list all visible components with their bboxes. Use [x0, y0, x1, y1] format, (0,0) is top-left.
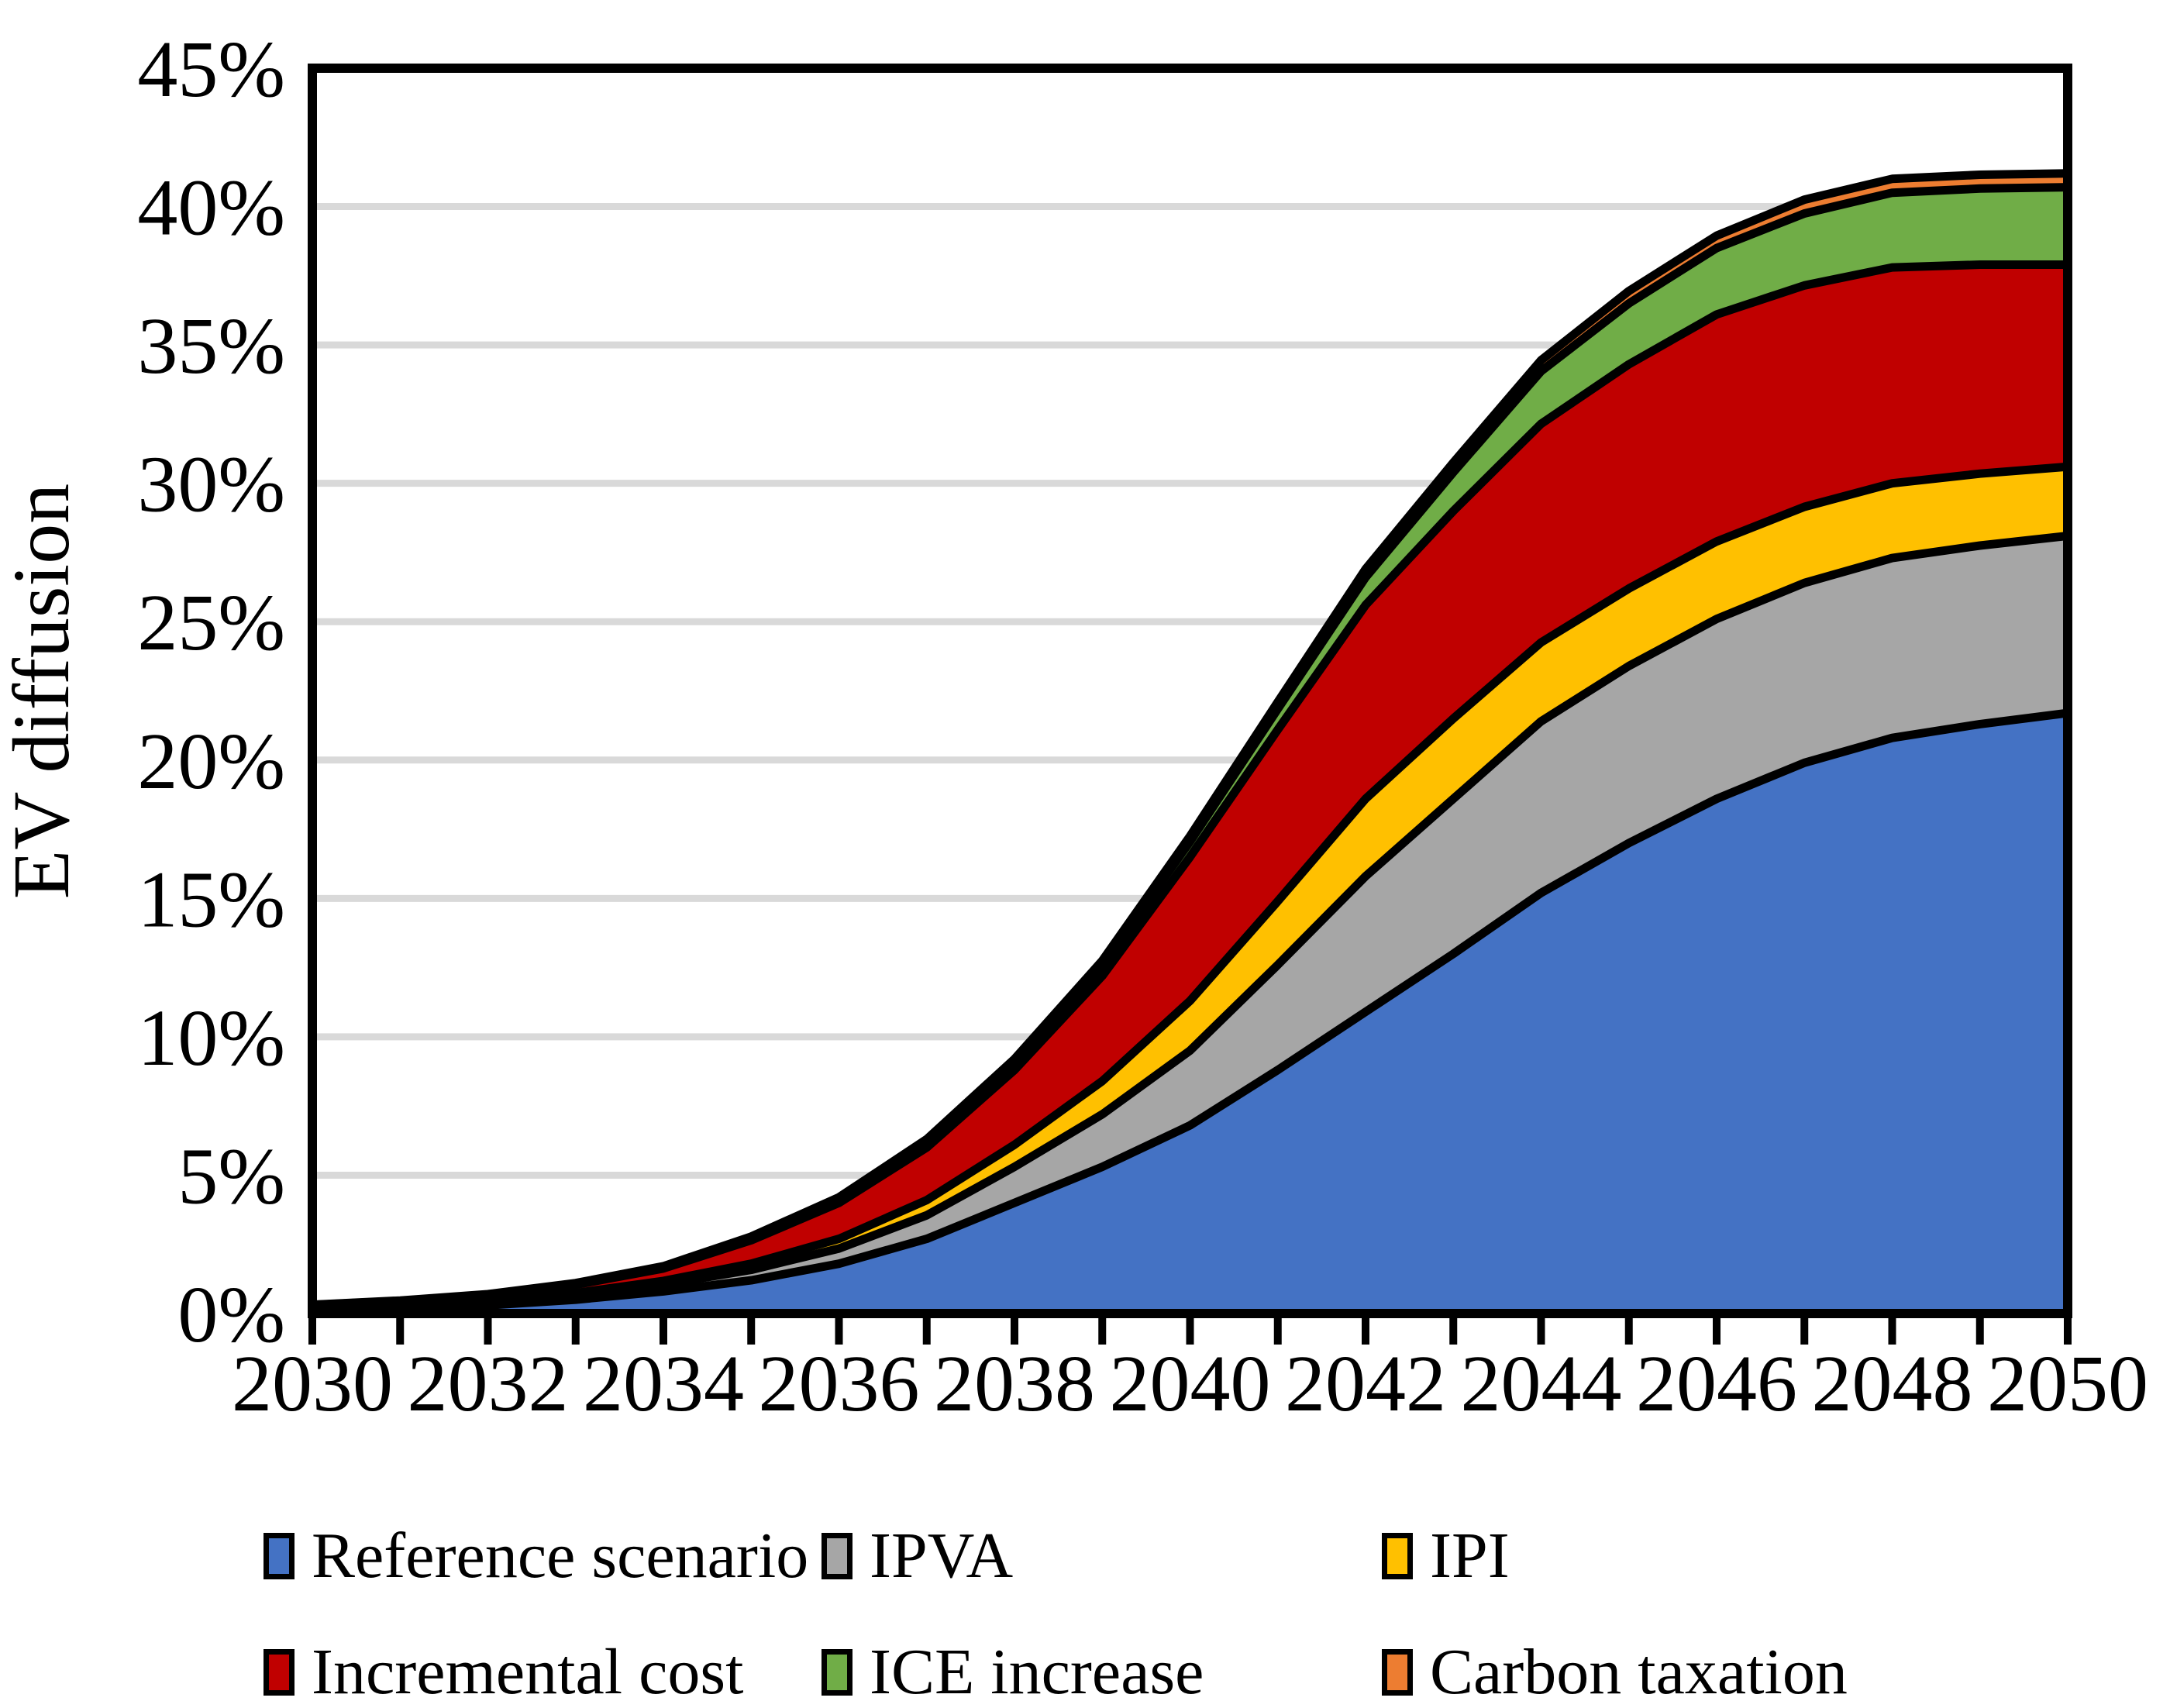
x-tick-label-2044: 2044	[1461, 1339, 1622, 1428]
y-tick-label-25%: 25%	[137, 578, 285, 667]
y-tick-label-5%: 5%	[177, 1131, 285, 1221]
x-tick-label-2046: 2046	[1636, 1339, 1797, 1428]
x-tick-label-2032: 2032	[408, 1339, 569, 1428]
x-tick-label-2040: 2040	[1110, 1339, 1271, 1428]
x-tick-label-2038: 2038	[934, 1339, 1095, 1428]
x-tick-label-2050: 2050	[1987, 1339, 2148, 1428]
x-tick-label-2034: 2034	[583, 1339, 744, 1428]
y-tick-label-15%: 15%	[137, 855, 285, 944]
boundary-ipi	[312, 462, 2068, 1312]
plot-frame	[308, 64, 2072, 1318]
area-reference-scenario	[312, 713, 2068, 1314]
y-tick-label-10%: 10%	[137, 993, 285, 1083]
y-tick-label-35%: 35%	[137, 301, 285, 391]
y-axis-title: EV diffusion	[0, 484, 86, 899]
x-tick-label-2048: 2048	[1812, 1339, 1973, 1428]
x-tick-label-2042: 2042	[1285, 1339, 1446, 1428]
y-tick-label-45%: 45%	[137, 25, 285, 114]
boundary-reference-scenario	[312, 708, 2068, 1314]
y-tick-label-20%: 20%	[137, 717, 285, 806]
x-tick-label-2036: 2036	[759, 1339, 920, 1428]
y-tick-label-30%: 30%	[137, 440, 285, 529]
boundary-carbon-taxation	[312, 169, 2068, 1310]
y-tick-label-40%: 40%	[137, 164, 285, 253]
x-tick-label-2030: 2030	[232, 1339, 393, 1428]
y-tick-label-0%: 0%	[177, 1270, 285, 1359]
